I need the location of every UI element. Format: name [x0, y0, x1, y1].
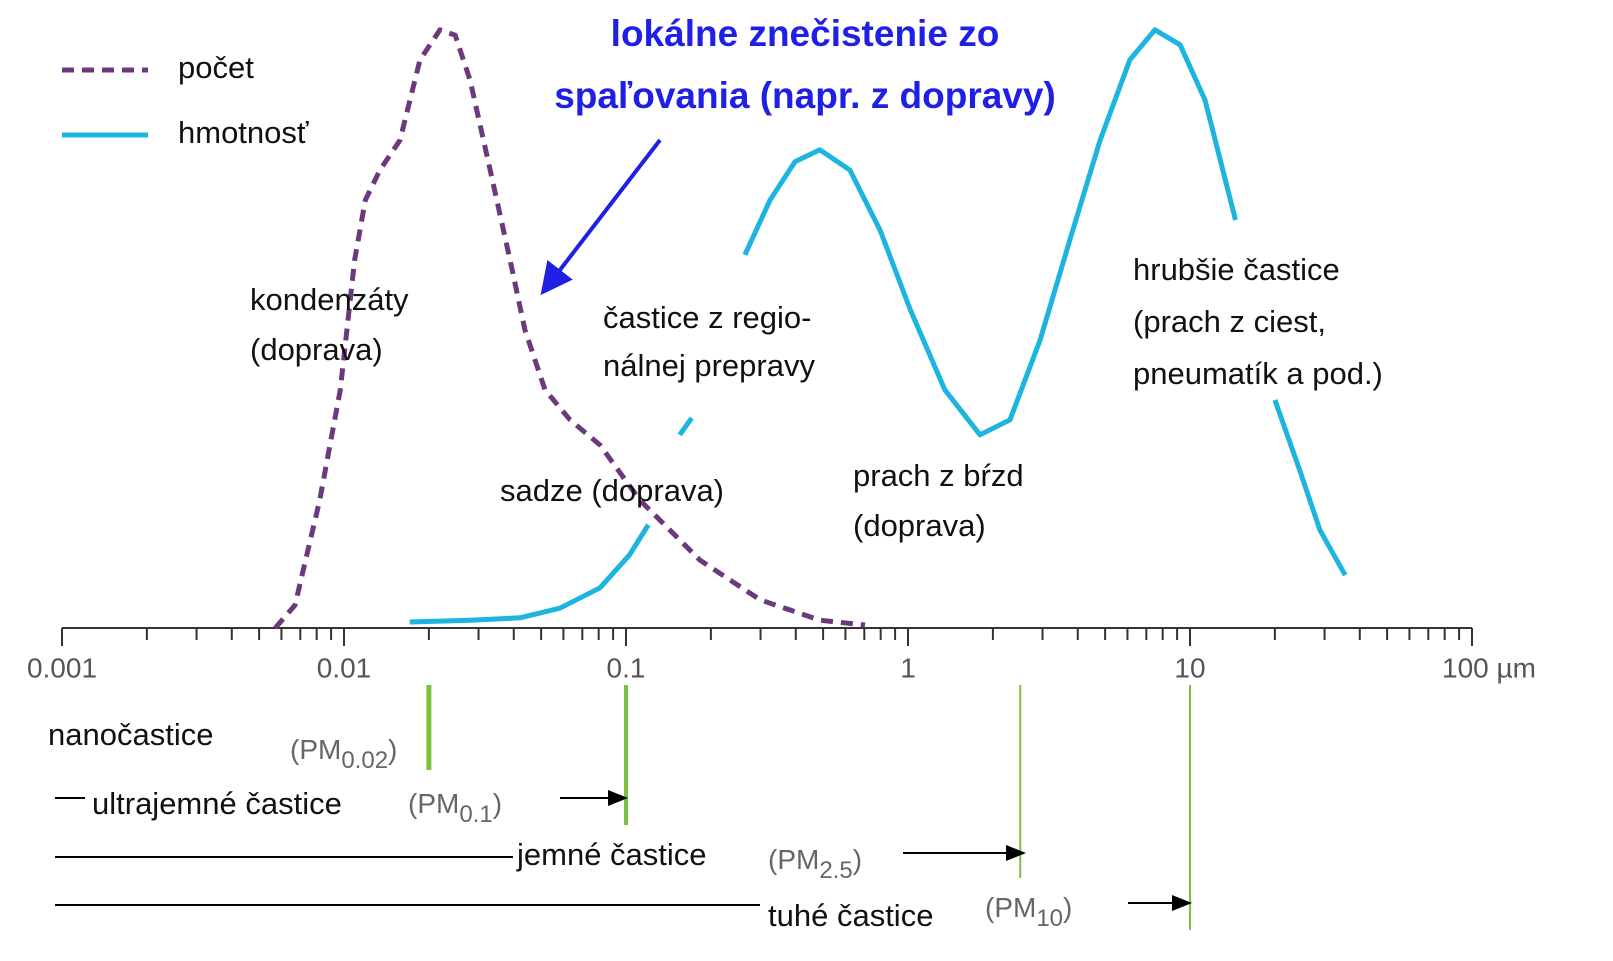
pm-label: (PM0.1): [408, 788, 502, 828]
pm-part: ): [493, 788, 502, 819]
annotation: pneumatík a pod.): [1133, 356, 1383, 391]
series-line: [273, 27, 866, 630]
pm-label: (PM10): [985, 892, 1072, 932]
x-tick-label: 10: [1174, 652, 1205, 683]
pm-part: (PM: [408, 788, 459, 819]
pm-label: (PM2.5): [768, 844, 862, 884]
x-tick-label: 100 µm: [1442, 652, 1536, 683]
annotation: kondenzáty: [250, 282, 409, 317]
pm-part: 0.02: [341, 747, 388, 774]
callout-text: lokálne znečistenie zo: [611, 13, 1000, 54]
pm-part: 0.1: [459, 801, 492, 828]
size-class-label: ultrajemné častice: [92, 786, 342, 821]
annotation: častice z regio-: [603, 300, 811, 335]
size-class-label: jemné častice: [516, 837, 707, 872]
annotation: nálnej prepravy: [603, 348, 815, 383]
pm-part: ): [388, 734, 397, 765]
series-line: [409, 27, 1348, 625]
pm-part: ): [853, 844, 862, 875]
annotation: (doprava): [853, 508, 986, 543]
callout-text: spaľovania (napr. z dopravy): [554, 75, 1056, 116]
annotation: (prach z ciest,: [1133, 304, 1326, 339]
pm-part: (PM: [768, 844, 819, 875]
size-class-label: tuhé častice: [768, 898, 933, 933]
annotation: prach z bŕzd: [853, 458, 1024, 493]
callout-arrow: [540, 138, 662, 296]
x-tick-label: 0.001: [27, 652, 97, 683]
x-tick-label: 0.01: [317, 652, 372, 683]
pm-label: (PM0.02): [290, 734, 397, 774]
pm-part: ): [1063, 892, 1072, 923]
size-class-label: nanočastice: [48, 717, 213, 752]
pm-part: 2.5: [819, 857, 852, 884]
annotation: hrubšie častice: [1133, 252, 1340, 287]
x-tick-label: 0.1: [607, 652, 646, 683]
annotation: sadze (doprava): [500, 473, 724, 508]
pm-part: (PM: [985, 892, 1036, 923]
x-tick-label: 1: [900, 652, 916, 683]
pm-part: 10: [1036, 905, 1063, 932]
legend-label: počet: [178, 50, 254, 85]
legend-label: hmotnosť: [178, 115, 309, 150]
pm-part: (PM: [290, 734, 341, 765]
annotation: (doprava): [250, 332, 383, 367]
